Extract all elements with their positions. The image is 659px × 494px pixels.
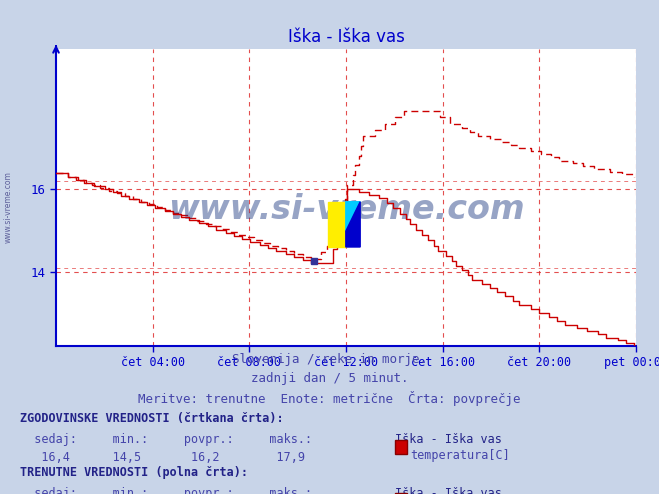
Text: Iška - Iška vas: Iška - Iška vas — [395, 487, 502, 494]
Text: temperatura[C]: temperatura[C] — [410, 449, 509, 462]
Text: 16,4      14,5       16,2        17,9: 16,4 14,5 16,2 17,9 — [20, 451, 304, 464]
Polygon shape — [346, 202, 360, 247]
Bar — [328, 202, 346, 247]
Title: Iška - Iška vas: Iška - Iška vas — [287, 29, 405, 46]
Text: Iška - Iška vas: Iška - Iška vas — [395, 433, 502, 446]
Polygon shape — [346, 202, 360, 231]
Text: www.si-vreme.com: www.si-vreme.com — [167, 193, 525, 226]
Text: Meritve: trenutne  Enote: metrične  Črta: povprečje: Meritve: trenutne Enote: metrične Črta: … — [138, 391, 521, 406]
Text: TRENUTNE VREDNOSTI (polna črta):: TRENUTNE VREDNOSTI (polna črta): — [20, 466, 248, 479]
Text: www.si-vreme.com: www.si-vreme.com — [3, 171, 13, 244]
Text: ZGODOVINSKE VREDNOSTI (črtkana črta):: ZGODOVINSKE VREDNOSTI (črtkana črta): — [20, 412, 283, 425]
Text: sedaj:     min.:     povpr.:     maks.:: sedaj: min.: povpr.: maks.: — [20, 487, 312, 494]
Text: Slovenija / reke in morje.: Slovenija / reke in morje. — [232, 353, 427, 366]
Text: sedaj:     min.:     povpr.:     maks.:: sedaj: min.: povpr.: maks.: — [20, 433, 312, 446]
Text: zadnji dan / 5 minut.: zadnji dan / 5 minut. — [251, 372, 408, 385]
